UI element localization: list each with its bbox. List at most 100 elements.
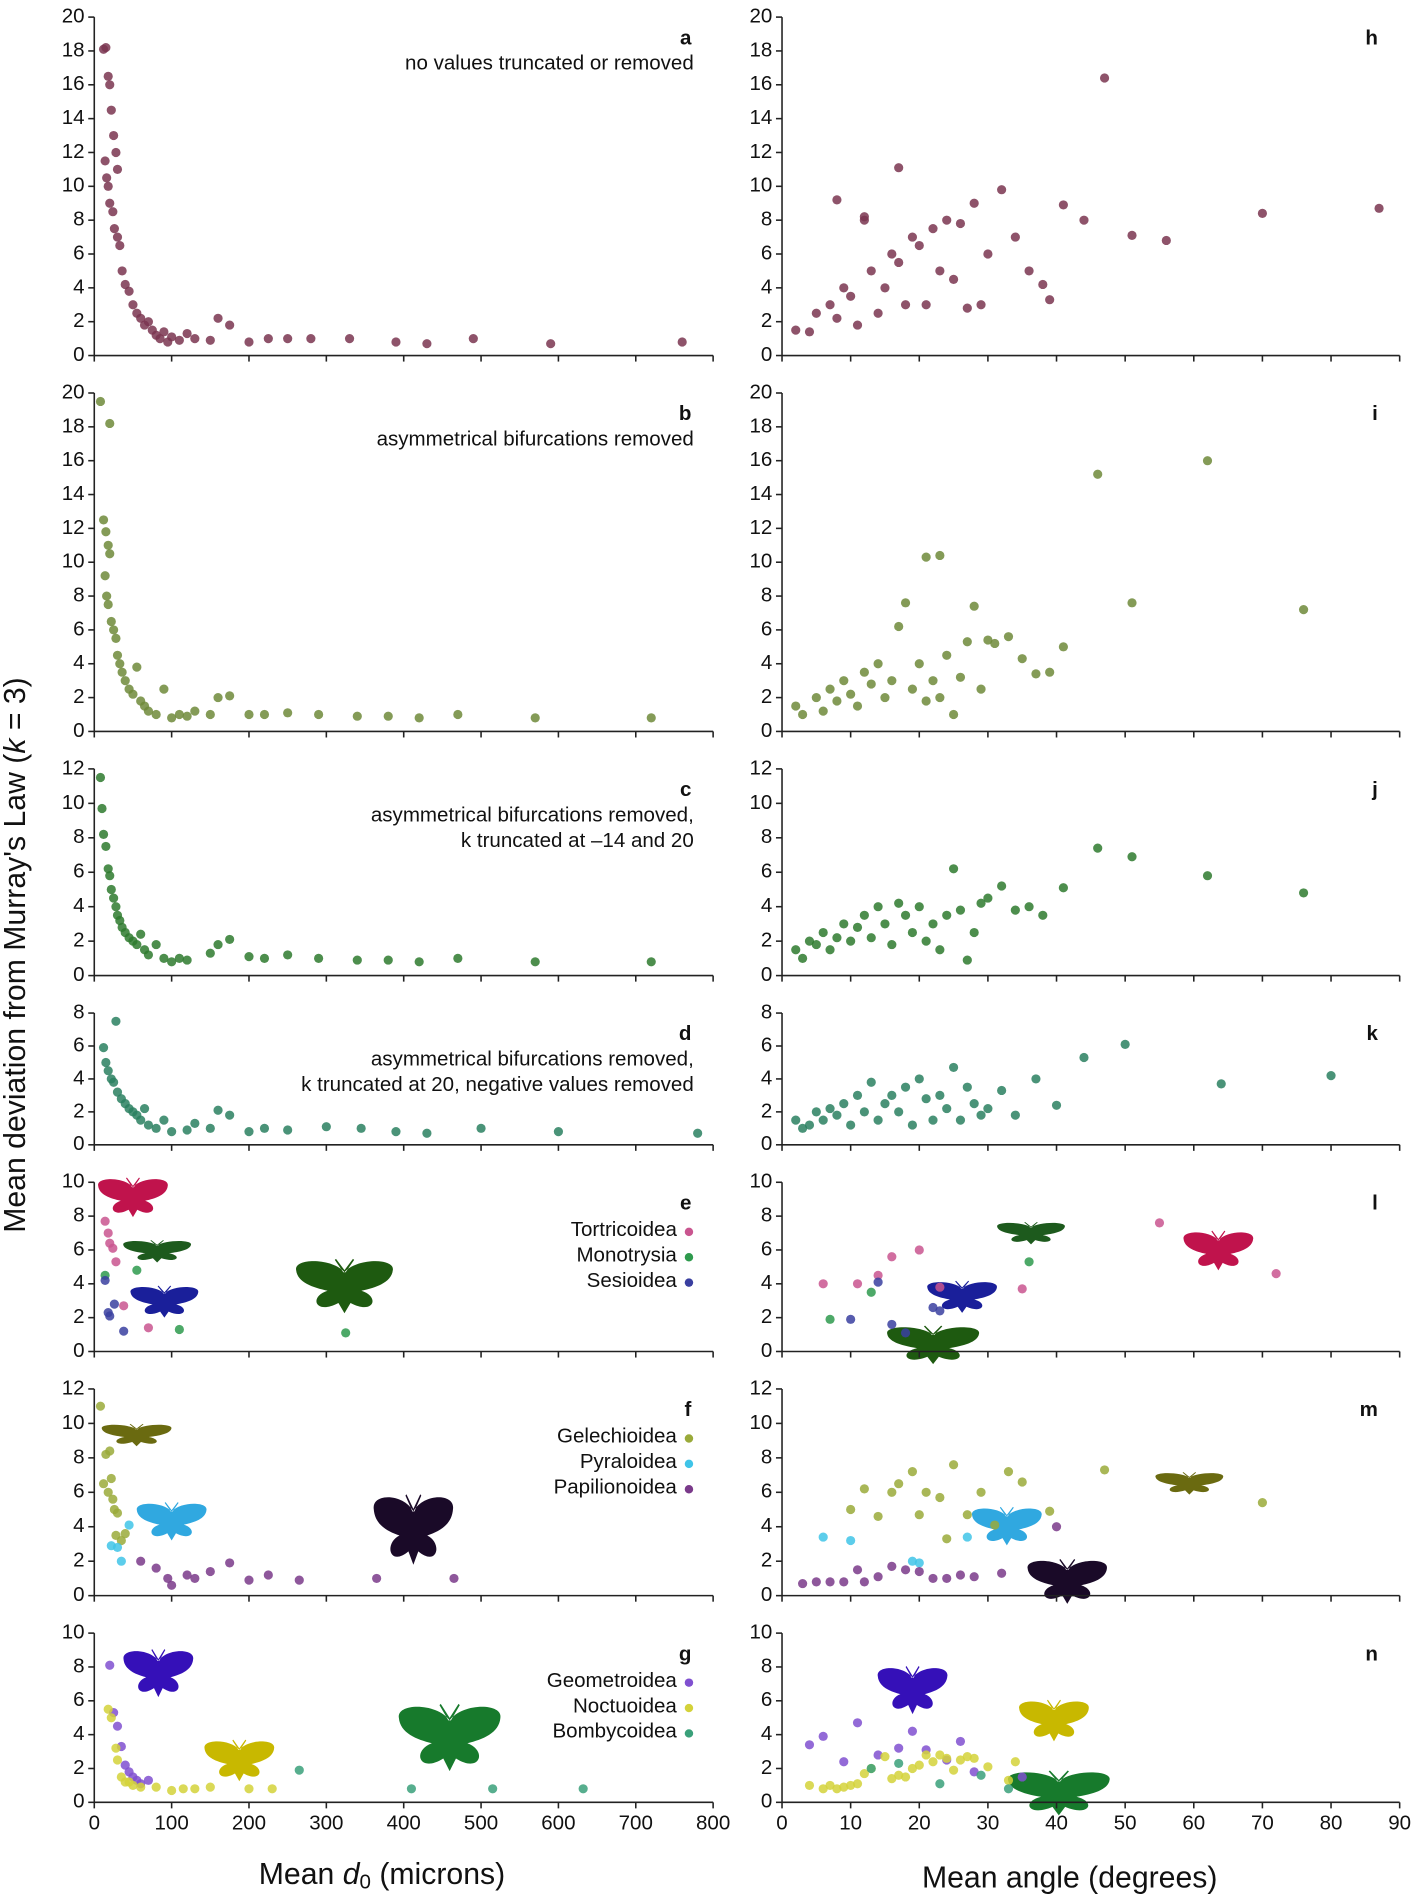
point bbox=[1010, 1110, 1020, 1120]
point bbox=[914, 1510, 924, 1520]
point bbox=[852, 1090, 863, 1100]
point bbox=[468, 334, 478, 344]
point bbox=[283, 334, 293, 344]
point bbox=[646, 957, 656, 967]
x-tick-label: 80 bbox=[1320, 1812, 1343, 1835]
legend-label: Geometroidea bbox=[547, 1669, 678, 1692]
point bbox=[997, 881, 1007, 891]
panel-label: g bbox=[679, 1642, 692, 1665]
point bbox=[825, 1314, 835, 1324]
point bbox=[907, 1120, 918, 1130]
point bbox=[109, 893, 119, 903]
point bbox=[109, 1077, 119, 1087]
y-tick-label: 12 bbox=[750, 516, 773, 539]
point bbox=[942, 1573, 952, 1584]
y-tick-label: 2 bbox=[73, 1099, 84, 1122]
x-tick-label: 0 bbox=[89, 1812, 100, 1835]
point bbox=[825, 945, 835, 955]
point bbox=[907, 1726, 918, 1736]
point bbox=[132, 1265, 142, 1275]
point bbox=[1038, 910, 1048, 920]
point bbox=[102, 173, 112, 183]
point bbox=[174, 953, 184, 963]
point bbox=[866, 679, 876, 689]
y-tick-label: 4 bbox=[761, 275, 772, 298]
annotation: asymmetrical bifurcations removed bbox=[377, 428, 694, 451]
y-tick-label: 0 bbox=[73, 343, 84, 366]
point bbox=[283, 1125, 293, 1135]
point bbox=[112, 232, 123, 242]
point bbox=[791, 1115, 801, 1125]
point bbox=[900, 1772, 911, 1782]
x-tick-label: 20 bbox=[908, 1812, 931, 1835]
y-tick-label: 2 bbox=[73, 309, 84, 332]
x-tick-label: 60 bbox=[1182, 1812, 1205, 1835]
y-tick-label: 0 bbox=[73, 1339, 84, 1362]
y-tick-label: 18 bbox=[62, 414, 85, 437]
panel: 0 2 4 6 8 10 12 j bbox=[750, 756, 1401, 986]
point bbox=[225, 934, 235, 945]
point bbox=[1127, 230, 1137, 240]
x-label-part: 0 bbox=[360, 1871, 371, 1894]
panel-label: n bbox=[1365, 1642, 1378, 1665]
point bbox=[182, 1125, 192, 1135]
point bbox=[942, 1103, 952, 1114]
point bbox=[887, 1774, 897, 1784]
point bbox=[143, 1323, 154, 1333]
point bbox=[921, 696, 931, 706]
point bbox=[955, 1755, 966, 1765]
legend-label: Papilionoidea bbox=[554, 1475, 678, 1498]
silhouette bbox=[971, 1506, 1042, 1546]
point bbox=[976, 1487, 986, 1497]
y-tick-label: 4 bbox=[761, 651, 772, 674]
point bbox=[825, 1780, 835, 1791]
point bbox=[852, 1565, 863, 1575]
point bbox=[263, 334, 273, 344]
y-tick-label: 0 bbox=[73, 1132, 84, 1155]
point bbox=[344, 334, 355, 344]
point bbox=[846, 1535, 856, 1546]
point bbox=[1003, 1775, 1014, 1785]
point bbox=[873, 1572, 883, 1582]
point bbox=[839, 676, 849, 686]
point bbox=[825, 684, 835, 694]
point bbox=[143, 950, 154, 960]
point bbox=[98, 1043, 109, 1053]
point bbox=[983, 1103, 993, 1114]
point bbox=[825, 1103, 835, 1114]
point bbox=[859, 1484, 869, 1494]
y-tick-label: 12 bbox=[62, 1376, 85, 1399]
point bbox=[969, 601, 979, 611]
point bbox=[825, 300, 835, 310]
point bbox=[136, 929, 146, 939]
silhouette bbox=[296, 1258, 393, 1314]
point bbox=[1010, 905, 1020, 915]
point bbox=[1202, 456, 1213, 466]
point bbox=[1051, 1100, 1062, 1110]
point bbox=[873, 902, 883, 912]
y-tick-label: 14 bbox=[62, 482, 85, 505]
point bbox=[887, 1252, 897, 1262]
point bbox=[101, 42, 111, 53]
panel-label: i bbox=[1372, 402, 1378, 425]
point bbox=[811, 692, 821, 703]
point bbox=[101, 841, 111, 852]
point bbox=[948, 709, 959, 720]
point bbox=[928, 676, 938, 686]
point bbox=[283, 950, 293, 960]
point bbox=[205, 1123, 215, 1133]
point bbox=[997, 185, 1007, 195]
panel-label: k bbox=[1366, 1022, 1378, 1045]
y-tick-label: 12 bbox=[62, 140, 85, 163]
point bbox=[1024, 902, 1034, 912]
x-tick-label: 90 bbox=[1388, 1812, 1411, 1835]
y-tick-label: 0 bbox=[761, 719, 772, 742]
silhouette bbox=[1183, 1230, 1254, 1271]
point bbox=[151, 939, 161, 950]
y-tick-label: 4 bbox=[73, 275, 84, 298]
point bbox=[1031, 1074, 1041, 1084]
point bbox=[1003, 1784, 1014, 1794]
point bbox=[983, 893, 993, 903]
annotation: asymmetrical bifurcations removed, bbox=[371, 1048, 694, 1071]
